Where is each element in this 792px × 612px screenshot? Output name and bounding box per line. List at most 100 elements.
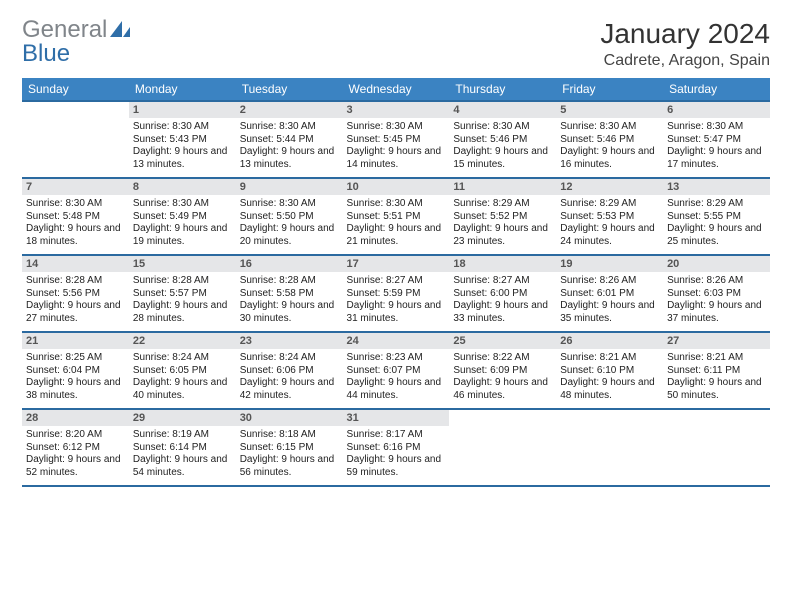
day-details: Sunrise: 8:30 AMSunset: 5:50 PMDaylight:… bbox=[236, 195, 343, 254]
day-number: 18 bbox=[449, 256, 556, 272]
day-details: Sunrise: 8:30 AMSunset: 5:49 PMDaylight:… bbox=[129, 195, 236, 254]
day-details: Sunrise: 8:30 AMSunset: 5:47 PMDaylight:… bbox=[663, 118, 770, 177]
calendar-week-row: 28Sunrise: 8:20 AMSunset: 6:12 PMDayligh… bbox=[22, 409, 770, 486]
calendar-day-cell: 11Sunrise: 8:29 AMSunset: 5:52 PMDayligh… bbox=[449, 178, 556, 255]
day-number: 8 bbox=[129, 179, 236, 195]
calendar-day-cell: 17Sunrise: 8:27 AMSunset: 5:59 PMDayligh… bbox=[343, 255, 450, 332]
day-details: Sunrise: 8:30 AMSunset: 5:48 PMDaylight:… bbox=[22, 195, 129, 254]
day-details: Sunrise: 8:21 AMSunset: 6:10 PMDaylight:… bbox=[556, 349, 663, 408]
weekday-header: Friday bbox=[556, 78, 663, 101]
calendar-day-cell: 14Sunrise: 8:28 AMSunset: 5:56 PMDayligh… bbox=[22, 255, 129, 332]
daylight-text: Daylight: 9 hours and 16 minutes. bbox=[560, 146, 659, 171]
calendar-day-cell: 9Sunrise: 8:30 AMSunset: 5:50 PMDaylight… bbox=[236, 178, 343, 255]
calendar-day-cell: 30 Sunrise: 8:18 AMSunset: 6:15 PMDayligh… bbox=[236, 409, 343, 486]
sunset-text: Sunset: 5:56 PM bbox=[26, 288, 125, 301]
daylight-text: Daylight: 9 hours and 44 minutes. bbox=[347, 377, 446, 402]
sunrise-text: Sunrise: 8:25 AM bbox=[26, 352, 125, 365]
sunrise-text: Sunrise: 8:30 AM bbox=[347, 121, 446, 134]
calendar-day-cell: 31Sunrise: 8:17 AMSunset: 6:16 PMDayligh… bbox=[343, 409, 450, 486]
day-number: 16 bbox=[236, 256, 343, 272]
day-details: Sunrise: 8:20 AMSunset: 6:12 PMDaylight:… bbox=[22, 426, 129, 485]
sunset-text: Sunset: 6:15 PM bbox=[240, 442, 339, 455]
calendar-day-cell: 20Sunrise: 8:26 AMSunset: 6:03 PMDayligh… bbox=[663, 255, 770, 332]
calendar-day-cell: 28Sunrise: 8:20 AMSunset: 6:12 PMDayligh… bbox=[22, 409, 129, 486]
day-number: 5 bbox=[556, 102, 663, 118]
day-details: Sunrise: 8:24 AMSunset: 6:05 PMDaylight:… bbox=[129, 349, 236, 408]
sail-icon bbox=[110, 16, 130, 43]
location-subtitle: Cadrete, Aragon, Spain bbox=[600, 52, 770, 70]
sunrise-text: Sunrise: 8:17 AM bbox=[347, 429, 446, 442]
day-number: 28 bbox=[22, 410, 129, 426]
daylight-text: Daylight: 9 hours and 46 minutes. bbox=[453, 377, 552, 402]
day-number: 1 bbox=[129, 102, 236, 118]
calendar-day-cell: 1Sunrise: 8:30 AMSunset: 5:43 PMDaylight… bbox=[129, 101, 236, 178]
sunrise-text: Sunrise: 8:30 AM bbox=[667, 121, 766, 134]
sunset-text: Sunset: 6:09 PM bbox=[453, 365, 552, 378]
sunrise-text: Sunrise: 8:20 AM bbox=[26, 429, 125, 442]
daylight-text: Daylight: 9 hours and 56 minutes. bbox=[240, 454, 339, 479]
sunset-text: Sunset: 5:46 PM bbox=[453, 134, 552, 147]
calendar-table: Sunday Monday Tuesday Wednesday Thursday… bbox=[22, 78, 770, 487]
day-number: 2 bbox=[236, 102, 343, 118]
day-number: 22 bbox=[129, 333, 236, 349]
sunset-text: Sunset: 6:00 PM bbox=[453, 288, 552, 301]
calendar-day-cell: 25Sunrise: 8:22 AMSunset: 6:09 PMDayligh… bbox=[449, 332, 556, 409]
day-number: 30 bbox=[236, 410, 343, 426]
calendar-day-cell: 21Sunrise: 8:25 AMSunset: 6:04 PMDayligh… bbox=[22, 332, 129, 409]
brand-logo: General Blue bbox=[22, 18, 130, 66]
daylight-text: Daylight: 9 hours and 48 minutes. bbox=[560, 377, 659, 402]
calendar-day-cell: 7Sunrise: 8:30 AMSunset: 5:48 PMDaylight… bbox=[22, 178, 129, 255]
sunrise-text: Sunrise: 8:21 AM bbox=[667, 352, 766, 365]
weekday-header: Thursday bbox=[449, 78, 556, 101]
calendar-day-cell: 10Sunrise: 8:30 AMSunset: 5:51 PMDayligh… bbox=[343, 178, 450, 255]
sunrise-text: Sunrise: 8:28 AM bbox=[26, 275, 125, 288]
day-number: 19 bbox=[556, 256, 663, 272]
calendar-day-cell: . bbox=[663, 409, 770, 486]
daylight-text: Daylight: 9 hours and 24 minutes. bbox=[560, 223, 659, 248]
weekday-header: Monday bbox=[129, 78, 236, 101]
day-number: 29 bbox=[129, 410, 236, 426]
daylight-text: Daylight: 9 hours and 13 minutes. bbox=[240, 146, 339, 171]
sunrise-text: Sunrise: 8:18 AM bbox=[240, 429, 339, 442]
day-details: Sunrise: 8:22 AMSunset: 6:09 PMDaylight:… bbox=[449, 349, 556, 408]
sunrise-text: Sunrise: 8:30 AM bbox=[240, 198, 339, 211]
daylight-text: Daylight: 9 hours and 19 minutes. bbox=[133, 223, 232, 248]
calendar-day-cell: 24Sunrise: 8:23 AMSunset: 6:07 PMDayligh… bbox=[343, 332, 450, 409]
logo-word-blue: Blue bbox=[22, 40, 70, 67]
daylight-text: Daylight: 9 hours and 15 minutes. bbox=[453, 146, 552, 171]
sunrise-text: Sunrise: 8:30 AM bbox=[453, 121, 552, 134]
daylight-text: Daylight: 9 hours and 59 minutes. bbox=[347, 454, 446, 479]
day-details: Sunrise: 8:29 AMSunset: 5:53 PMDaylight:… bbox=[556, 195, 663, 254]
day-details: Sunrise: 8:28 AMSunset: 5:56 PMDaylight:… bbox=[22, 272, 129, 331]
day-number: 6 bbox=[663, 102, 770, 118]
sunset-text: Sunset: 5:58 PM bbox=[240, 288, 339, 301]
day-details: Sunrise: 8:30 AMSunset: 5:45 PMDaylight:… bbox=[343, 118, 450, 177]
sunset-text: Sunset: 6:06 PM bbox=[240, 365, 339, 378]
calendar-day-cell: 23Sunrise: 8:24 AMSunset: 6:06 PMDayligh… bbox=[236, 332, 343, 409]
day-number: 17 bbox=[343, 256, 450, 272]
daylight-text: Daylight: 9 hours and 35 minutes. bbox=[560, 300, 659, 325]
calendar-day-cell: 13Sunrise: 8:29 AMSunset: 5:55 PMDayligh… bbox=[663, 178, 770, 255]
sunset-text: Sunset: 5:48 PM bbox=[26, 211, 125, 224]
calendar-day-cell: 3Sunrise: 8:30 AMSunset: 5:45 PMDaylight… bbox=[343, 101, 450, 178]
day-number: 25 bbox=[449, 333, 556, 349]
day-details: Sunrise: 8:17 AMSunset: 6:16 PMDaylight:… bbox=[343, 426, 450, 485]
weekday-header: Saturday bbox=[663, 78, 770, 101]
day-number: 10 bbox=[343, 179, 450, 195]
sunrise-text: Sunrise: 8:27 AM bbox=[453, 275, 552, 288]
calendar-day-cell: 12Sunrise: 8:29 AMSunset: 5:53 PMDayligh… bbox=[556, 178, 663, 255]
sunset-text: Sunset: 5:51 PM bbox=[347, 211, 446, 224]
day-number: 14 bbox=[22, 256, 129, 272]
daylight-text: Daylight: 9 hours and 52 minutes. bbox=[26, 454, 125, 479]
day-number: 23 bbox=[236, 333, 343, 349]
daylight-text: Daylight: 9 hours and 30 minutes. bbox=[240, 300, 339, 325]
day-number: 7 bbox=[22, 179, 129, 195]
sunset-text: Sunset: 5:46 PM bbox=[560, 134, 659, 147]
calendar-day-cell: 29Sunrise: 8:19 AMSunset: 6:14 PMDayligh… bbox=[129, 409, 236, 486]
daylight-text: Daylight: 9 hours and 14 minutes. bbox=[347, 146, 446, 171]
day-details: Sunrise: 8:26 AMSunset: 6:01 PMDaylight:… bbox=[556, 272, 663, 331]
sunset-text: Sunset: 6:07 PM bbox=[347, 365, 446, 378]
day-number: 27 bbox=[663, 333, 770, 349]
daylight-text: Daylight: 9 hours and 33 minutes. bbox=[453, 300, 552, 325]
daylight-text: Daylight: 9 hours and 37 minutes. bbox=[667, 300, 766, 325]
